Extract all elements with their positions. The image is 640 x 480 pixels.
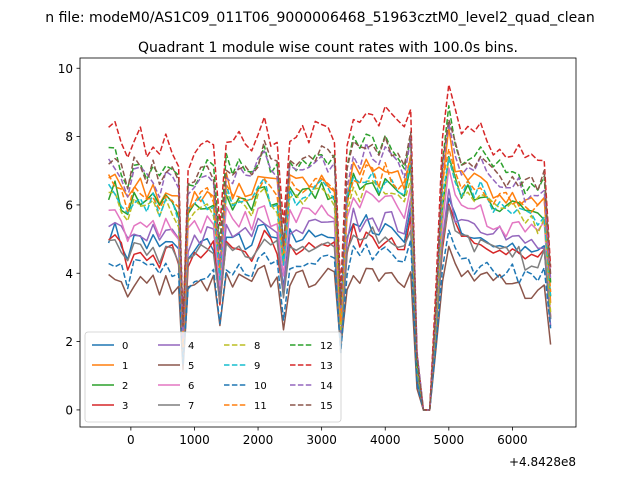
x-tick-label: 6000	[497, 433, 528, 447]
y-tick-label: 0	[65, 403, 73, 417]
y-axis: 0 2 4 6 8 10	[58, 62, 80, 417]
legend-label-1: 1	[122, 361, 128, 372]
legend-label-14: 14	[320, 381, 333, 392]
legend-label-8: 8	[254, 341, 260, 352]
legend-frame	[84, 331, 342, 423]
y-tick-label: 4	[65, 267, 73, 281]
legend-label-10: 10	[254, 381, 267, 392]
series-line-15	[108, 118, 552, 411]
legend-label-2: 2	[122, 381, 128, 392]
x-tick-label: 5000	[434, 433, 465, 447]
legend-label-12: 12	[320, 341, 333, 352]
x-tick-label: 4000	[370, 433, 401, 447]
x-axis-offset-text: +4.8428e8	[509, 455, 576, 469]
legend-label-0: 0	[122, 341, 128, 352]
y-tick-label: 10	[58, 62, 73, 76]
x-tick-label: 1000	[179, 433, 210, 447]
figure-suptitle: n file: modeM0/AS1C09_011T06_9000006468_…	[45, 10, 594, 26]
series-line-9	[107, 157, 552, 411]
legend-label-4: 4	[188, 341, 194, 352]
y-tick-label: 8	[65, 130, 73, 144]
legend-label-11: 11	[254, 401, 267, 412]
x-tick-label: 0	[127, 433, 135, 447]
legend-label-7: 7	[188, 401, 194, 412]
legend-label-3: 3	[122, 401, 128, 412]
series-line-14	[107, 122, 552, 411]
x-tick-label: 2000	[243, 433, 274, 447]
y-tick-label: 2	[65, 335, 73, 349]
y-tick-label: 6	[65, 198, 73, 212]
series-line-10	[108, 229, 552, 411]
legend-label-15: 15	[320, 401, 333, 412]
legend-label-5: 5	[188, 361, 194, 372]
legend-label-9: 9	[254, 361, 260, 372]
chart-title: Quadrant 1 module wise count rates with …	[138, 40, 518, 56]
x-tick-label: 3000	[306, 433, 337, 447]
x-axis: 0 1000 2000 3000 4000 5000 6000	[127, 427, 528, 447]
axes-frame	[79, 57, 577, 428]
legend-label-13: 13	[320, 361, 333, 372]
legend-label-6: 6	[188, 381, 194, 392]
